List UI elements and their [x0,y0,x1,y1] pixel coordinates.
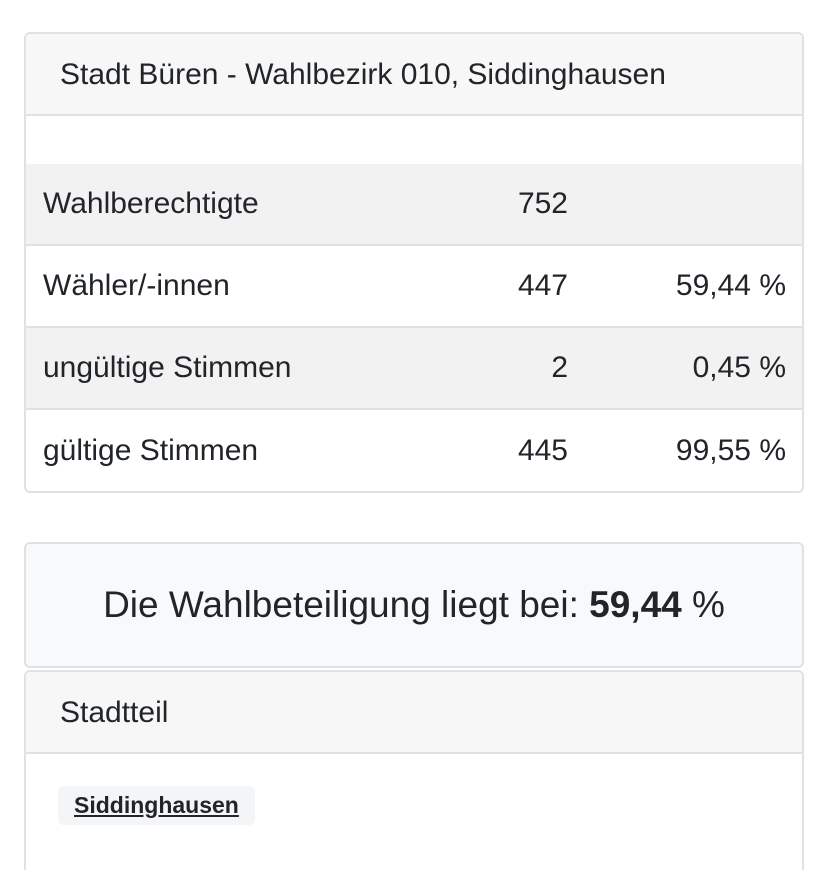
turnout-prefix: Die Wahlbeteiligung liegt bei: [103,584,590,625]
district-card-header: Stadtteil [26,672,802,754]
results-card-header: Stadt Büren - Wahlbezirk 010, Siddinghau… [26,34,802,116]
turnout-suffix: % [681,584,725,625]
results-card: Stadt Büren - Wahlbezirk 010, Siddinghau… [24,32,804,493]
row-percent: 0,45 % [692,351,786,384]
district-card-body: Siddinghausen [26,754,802,857]
table-row: ungültige Stimmen 2 0,45 % [26,328,802,410]
table-row: gültige Stimmen 445 99,55 % [26,410,802,491]
district-card: Stadtteil Siddinghausen [24,670,804,870]
row-label: Wähler/-innen [43,269,230,302]
row-percent: 59,44 % [675,269,786,302]
table-spacer [26,116,802,164]
table-row: Wähler/-innen 447 59,44 % [26,246,802,328]
row-value: 2 [551,351,568,384]
row-label: ungültige Stimmen [43,351,292,384]
row-value: 445 [517,434,568,467]
row-percent: 99,55 % [675,434,786,467]
row-value: 752 [517,187,568,220]
turnout-card: Die Wahlbeteiligung liegt bei: 59,44 % [24,542,804,668]
table-row: Wahlberechtigte 752 [26,164,802,246]
row-label: Wahlberechtigte [43,187,259,220]
district-link[interactable]: Siddinghausen [58,786,255,825]
turnout-text: Die Wahlbeteiligung liegt bei: 59,44 % [103,584,725,626]
turnout-value: 59,44 [589,584,682,625]
row-value: 447 [517,269,568,302]
row-label: gültige Stimmen [43,434,259,467]
